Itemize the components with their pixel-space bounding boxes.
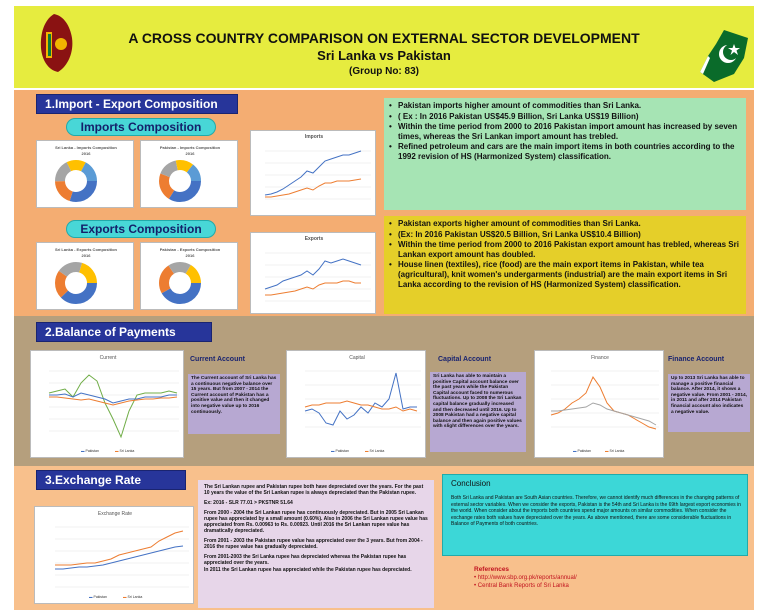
finance-account-chart: Finance ▬ Pakistan ▬ Sri Lanka	[534, 350, 664, 458]
references: References • http://www.sbp.org.pk/repor…	[474, 566, 734, 590]
conclusion-box: Conclusion Both Sri Lanka and Pakistan a…	[442, 474, 748, 556]
imports-point: Pakistan imports higher amount of commod…	[389, 101, 742, 111]
exports-point-example: (Ex: In 2016 Pakistan US$20.5 Billion, S…	[389, 229, 742, 240]
imports-point: Within the time period from 2000 to 2016…	[389, 122, 742, 141]
exports-point: Within the time period from 2000 to 2016…	[389, 240, 742, 259]
donut-graphic	[55, 262, 97, 304]
chart-title: Pakistan - Exports Composition	[159, 247, 221, 252]
sri-lanka-imports-donut-chart: Sri Lanka - Imports Composition 2016	[36, 140, 134, 208]
finance-account-label: Finance Account	[668, 356, 725, 363]
line-graphic	[264, 252, 371, 302]
legend-pakistan: ▬ Pakistan	[331, 449, 349, 453]
line-graphic	[55, 526, 189, 588]
poster-subtitle: Sri Lanka vs Pakistan	[317, 48, 451, 63]
exchange-text-1: The Sri Lankan rupee and Pakistan rupee …	[204, 484, 424, 496]
sri-lanka-map-flag-icon	[40, 14, 73, 72]
poster-title: A CROSS COUNTRY COMPARISON ON EXTERNAL S…	[128, 30, 640, 46]
legend-pakistan: ▬ Pakistan	[573, 449, 591, 453]
exports-composition-label: Exports Composition	[66, 220, 216, 238]
chart-title: Pakistan - Imports Composition	[159, 145, 221, 150]
section-import-export: 1.Import - Export Composition Imports Co…	[14, 90, 754, 316]
donut-graphic	[159, 262, 201, 304]
legend-pakistan: ▬ Pakistan	[81, 449, 99, 453]
legend-sri-lanka: ▬ Sri Lanka	[115, 449, 135, 453]
chart-title: Current	[99, 355, 117, 361]
exports-point: Pakistan exports higher amount of commod…	[389, 219, 742, 229]
reference-item[interactable]: • http://www.sbp.org.pk/reports/annual/	[474, 575, 577, 581]
section-exchange-rate: 3.Exchange Rate Exchange Rate ▬ Pakistan…	[14, 466, 754, 610]
legend-pakistan: ▬ Pakistan	[89, 595, 107, 599]
capital-account-label: Capital Account	[438, 356, 492, 363]
group-number: (Group No: 83)	[349, 66, 419, 77]
section-title-bop: 2.Balance of Payments	[36, 322, 212, 342]
exports-point: House linen (textiles), rice (food) are …	[389, 260, 742, 289]
pakistan-imports-donut-chart: Pakistan - Imports Composition 2016	[140, 140, 238, 208]
current-account-text: The Current account of Sri Lanka has a c…	[188, 374, 280, 434]
donut-graphic	[159, 160, 201, 202]
reference-item: • Central Bank Reports of Sri Lanka	[474, 583, 569, 589]
pakistan-exports-donut-chart: Pakistan - Exports Composition 2016	[140, 242, 238, 310]
current-account-label: Current Account	[190, 356, 245, 363]
finance-account-text: Up to 2013 Sri Lanka has able to manage …	[668, 374, 750, 432]
exchange-text-5: From 2001-2003 the Sri Lanka rupee has d…	[204, 554, 407, 566]
section-title-import-export: 1.Import - Export Composition	[36, 94, 238, 114]
legend-sri-lanka: ▬ Sri Lanka	[365, 449, 385, 453]
exchange-text-6: In 2011 the Sri Lankan rupee has appreci…	[204, 567, 412, 573]
legend-sri-lanka: ▬ Sri Lanka	[605, 449, 625, 453]
capital-account-text: Sri Lanka has able to maintain a positiv…	[430, 372, 526, 452]
line-graphic	[550, 370, 659, 430]
chart-title: Exports	[304, 236, 324, 242]
current-account-chart: Current ▬ Pakistan ▬ Sri Lanka	[30, 350, 184, 458]
exports-text-box: Pakistan exports higher amount of commod…	[384, 216, 746, 314]
section-title-exchange-rate: 3.Exchange Rate	[36, 470, 186, 490]
imports-point-example: ( Ex : In 2016 Pakistan US$45.9 Billion,…	[389, 111, 742, 122]
chart-year: 2016	[185, 253, 195, 258]
exports-example-text: (Ex: In 2016 Pakistan US$20.5 Billion, S…	[398, 229, 641, 239]
chart-year: 2016	[185, 151, 195, 156]
donut-graphic	[55, 160, 97, 202]
chart-title: Sri Lanka - Exports Composition	[54, 247, 117, 252]
sri-lanka-exports-donut-chart: Sri Lanka - Exports Composition 2016	[36, 242, 134, 310]
imports-composition-label: Imports Composition	[66, 118, 216, 136]
chart-year: 2016	[81, 151, 91, 156]
line-graphic	[264, 150, 371, 200]
poster: A CROSS COUNTRY COMPARISON ON EXTERNAL S…	[14, 6, 754, 610]
imports-line-chart: Imports	[250, 130, 376, 216]
exchange-text-4: From 2001 - 2003 the Pakistan rupee valu…	[204, 538, 423, 550]
imports-text-box: Pakistan imports higher amount of commod…	[384, 98, 746, 210]
conclusion-title: Conclusion	[451, 479, 491, 488]
exchange-text-2: Ex: 2016 - SLR 77.01 > PKSTNR 51.64	[204, 500, 293, 506]
chart-title: Imports	[304, 134, 324, 140]
imports-example-text: ( Ex : In 2016 Pakistan US$45.9 Billion,…	[398, 111, 639, 121]
header: A CROSS COUNTRY COMPARISON ON EXTERNAL S…	[14, 6, 754, 88]
line-graphic	[304, 370, 421, 428]
chart-year: 2016	[81, 253, 91, 258]
chart-title: Finance	[591, 355, 609, 361]
chart-title: Exchange Rate	[97, 511, 133, 517]
section-balance-of-payments: 2.Balance of Payments Current ▬ Pakistan…	[14, 316, 754, 466]
exports-line-chart: Exports	[250, 232, 376, 314]
line-graphic	[48, 370, 179, 439]
exchange-rate-text: The Sri Lankan rupee and Pakistan rupee …	[198, 480, 434, 608]
conclusion-text: Both Sri Lanka and Pakistan are South As…	[451, 495, 741, 528]
chart-title: Sri Lanka - Imports Composition	[55, 145, 117, 150]
capital-account-chart: Capital ▬ Pakistan ▬ Sri Lanka	[286, 350, 426, 458]
exchange-text-3: From 2000 - 2004 the Sri Lankan rupee ha…	[204, 510, 428, 534]
chart-title: Capital	[349, 355, 365, 361]
exchange-rate-chart: Exchange Rate ▬ Pakistan ▬ Sri Lanka	[34, 506, 194, 604]
legend-sri-lanka: ▬ Sri Lanka	[123, 595, 143, 599]
imports-point: Refined petroleum and cars are the main …	[389, 142, 742, 161]
references-title: References	[474, 566, 510, 573]
pakistan-map-flag-icon	[700, 30, 748, 82]
